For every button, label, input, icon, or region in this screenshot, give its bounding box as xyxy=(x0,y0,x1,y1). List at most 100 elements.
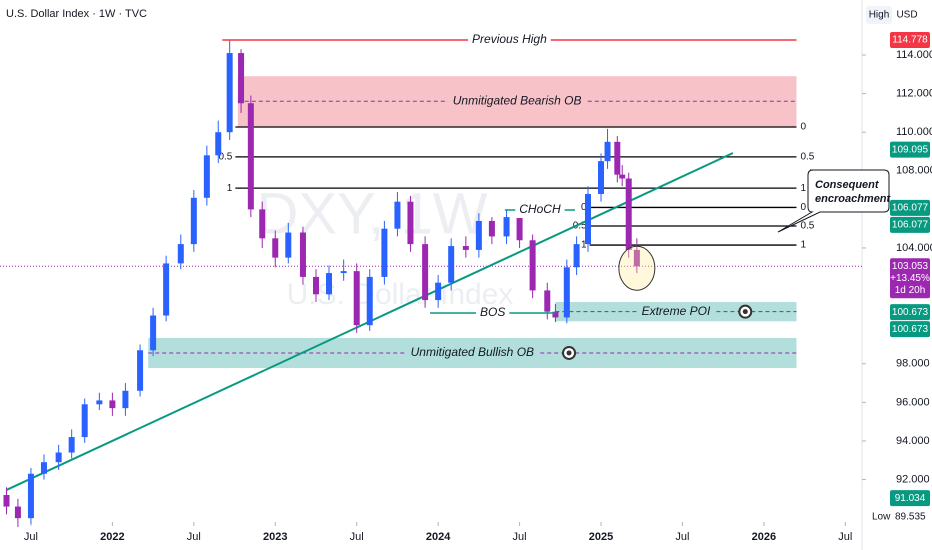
candle-body xyxy=(488,220,495,237)
candle-body xyxy=(259,209,266,239)
candle-body xyxy=(203,155,210,198)
x-tick-label: Jul xyxy=(513,531,527,543)
fib-label-right: 1 xyxy=(800,183,806,194)
x-tick-label: 2022 xyxy=(100,531,124,543)
candle-body xyxy=(81,404,88,438)
candle-body xyxy=(163,263,170,316)
fib-label-right: 0 xyxy=(800,202,806,213)
candle-body xyxy=(563,267,570,318)
y-tick-label: 110.000 xyxy=(896,126,932,138)
candle-body xyxy=(312,276,319,295)
candle-body xyxy=(238,53,245,104)
candle-body xyxy=(27,473,34,519)
level-label-bg xyxy=(515,201,565,218)
level-label-bg xyxy=(476,305,510,322)
candle-body xyxy=(625,178,632,250)
level-label: BOS xyxy=(480,305,505,319)
price-badge-label: 114.778 xyxy=(892,35,928,46)
chart-title: U.S. Dollar Index · 1W · TVC xyxy=(6,8,147,20)
current-badge xyxy=(890,258,930,299)
candle-body xyxy=(503,217,510,237)
y-tick-label: 92.000 xyxy=(896,473,930,485)
candle-body xyxy=(516,217,523,241)
price-badge-label: 91.034 xyxy=(895,493,926,504)
fib-label-right: 0.5 xyxy=(800,152,814,163)
low-value: 89.535 xyxy=(895,512,926,523)
y-tick-label: 98.000 xyxy=(896,358,930,370)
candle-body xyxy=(326,273,333,295)
button-label: High xyxy=(869,10,890,21)
y-tick-label: 114.000 xyxy=(896,49,932,61)
x-tick-label: Jul xyxy=(675,531,689,543)
candle-body xyxy=(226,53,233,133)
candle-body xyxy=(68,437,75,453)
zone-label-bg xyxy=(447,93,587,110)
watermark-sub: U.S. Dollar Index xyxy=(287,278,514,311)
candle-body xyxy=(614,141,621,175)
level-label: CHoCH xyxy=(519,202,561,216)
candle-body xyxy=(552,311,559,318)
x-tick-label: 2026 xyxy=(752,531,776,543)
candle-body xyxy=(299,232,306,277)
x-tick-label: Jul xyxy=(350,531,364,543)
candle-body xyxy=(122,390,129,409)
candle-body xyxy=(475,220,482,250)
candle-body xyxy=(633,249,640,267)
x-tick-label: 2024 xyxy=(426,531,451,543)
candle-body xyxy=(55,452,62,463)
callout-box xyxy=(777,169,890,233)
price-badge xyxy=(890,199,930,216)
fib-label-left: 1 xyxy=(227,183,233,194)
button-label: USD xyxy=(896,10,917,21)
current-price: 103.053 xyxy=(892,261,929,272)
price-badge xyxy=(890,141,930,158)
price-badge xyxy=(890,304,930,321)
y-tick-label: 112.000 xyxy=(896,87,932,99)
x-tick-label: Jul xyxy=(24,531,38,543)
y-tick-label: 108.000 xyxy=(896,165,932,177)
zone-label: Extreme POI xyxy=(642,304,711,318)
x-tick-label: 2025 xyxy=(589,531,613,543)
price-badge xyxy=(890,490,930,507)
button[interactable] xyxy=(894,6,920,24)
candle-body xyxy=(353,271,360,326)
y-tick-label: 104.000 xyxy=(896,242,932,254)
button[interactable] xyxy=(866,6,892,24)
candle-body xyxy=(422,244,429,301)
eye-pupil xyxy=(742,309,748,315)
current-change: +13.45% xyxy=(890,273,930,284)
candle-body xyxy=(3,494,10,507)
zone-label-bg xyxy=(405,344,540,361)
candle-body xyxy=(96,400,103,405)
price-badge-label: 109.095 xyxy=(892,144,929,155)
price-badge-label: 100.673 xyxy=(892,307,929,318)
candle-body xyxy=(604,141,611,162)
candle-body xyxy=(14,506,21,519)
zone-label: Unmitigated Bearish OB xyxy=(453,93,582,107)
candle-body xyxy=(177,244,184,264)
candle-body xyxy=(190,197,197,245)
candle-body xyxy=(285,232,292,258)
fib-label-left: 0.5 xyxy=(573,221,587,232)
candle-body xyxy=(394,201,401,229)
zone-label-bg xyxy=(636,303,716,320)
candle-body xyxy=(215,132,222,156)
candle-body xyxy=(544,290,551,312)
fib-label-left: 0 xyxy=(581,202,587,213)
low-label: Low xyxy=(872,512,891,523)
x-tick-label: Jul xyxy=(838,531,852,543)
callout-text: Consequent xyxy=(815,179,880,191)
fib-label-right: 0 xyxy=(800,122,806,133)
eye-pupil xyxy=(566,350,572,356)
candle-body xyxy=(381,228,388,277)
candle-body xyxy=(40,462,47,474)
y-tick-label: 94.000 xyxy=(896,435,930,447)
level-label: Previous High xyxy=(472,32,547,46)
price-badge-label: 100.673 xyxy=(892,324,929,335)
fib-label-right: 0.5 xyxy=(800,221,814,232)
candle-body xyxy=(619,174,626,179)
candle-body xyxy=(340,271,347,274)
candle-body xyxy=(150,315,157,351)
candle-body xyxy=(584,193,591,245)
price-badge xyxy=(890,216,930,233)
